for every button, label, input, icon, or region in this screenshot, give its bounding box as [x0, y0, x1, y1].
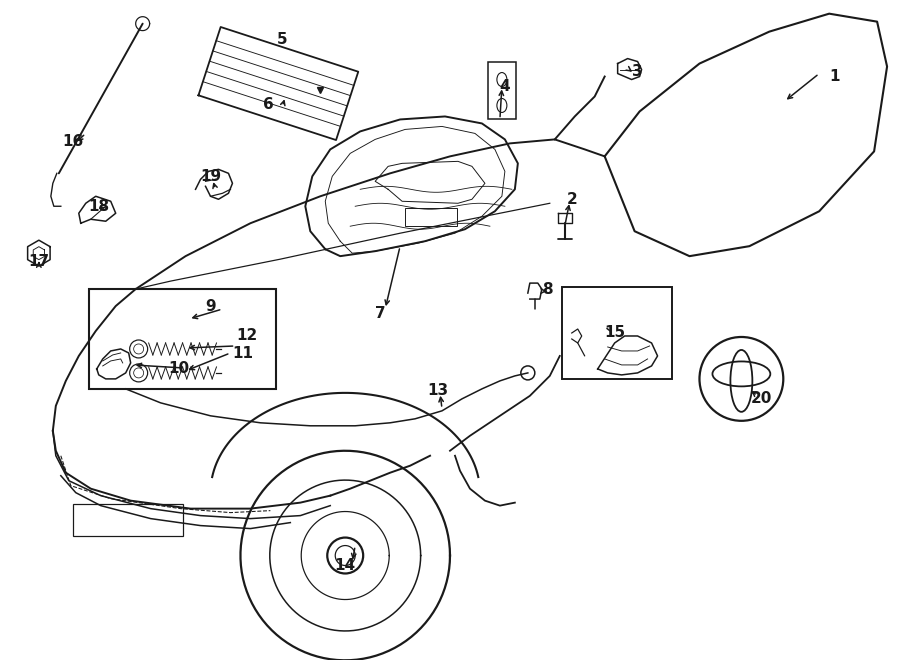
Text: 4: 4	[500, 79, 510, 94]
Text: 16: 16	[62, 134, 84, 149]
Text: 5: 5	[277, 32, 288, 47]
Text: 17: 17	[28, 254, 50, 268]
Text: 11: 11	[232, 346, 253, 362]
Text: 18: 18	[88, 199, 109, 214]
Text: 10: 10	[168, 362, 189, 376]
FancyBboxPatch shape	[73, 504, 183, 535]
Text: 3: 3	[633, 64, 643, 79]
FancyBboxPatch shape	[562, 287, 671, 379]
Text: 7: 7	[374, 305, 385, 321]
Text: 13: 13	[428, 383, 448, 399]
Text: 6: 6	[263, 97, 274, 112]
Text: 14: 14	[335, 558, 356, 573]
FancyBboxPatch shape	[488, 61, 516, 120]
Text: 19: 19	[200, 169, 221, 184]
Text: 12: 12	[237, 329, 258, 344]
Text: 2: 2	[566, 192, 577, 207]
Text: 8: 8	[543, 282, 553, 297]
Text: 15: 15	[604, 325, 626, 340]
FancyBboxPatch shape	[405, 208, 457, 226]
Text: 1: 1	[829, 69, 840, 84]
Text: 9: 9	[205, 299, 216, 313]
Text: 20: 20	[751, 391, 772, 407]
FancyBboxPatch shape	[89, 289, 276, 389]
